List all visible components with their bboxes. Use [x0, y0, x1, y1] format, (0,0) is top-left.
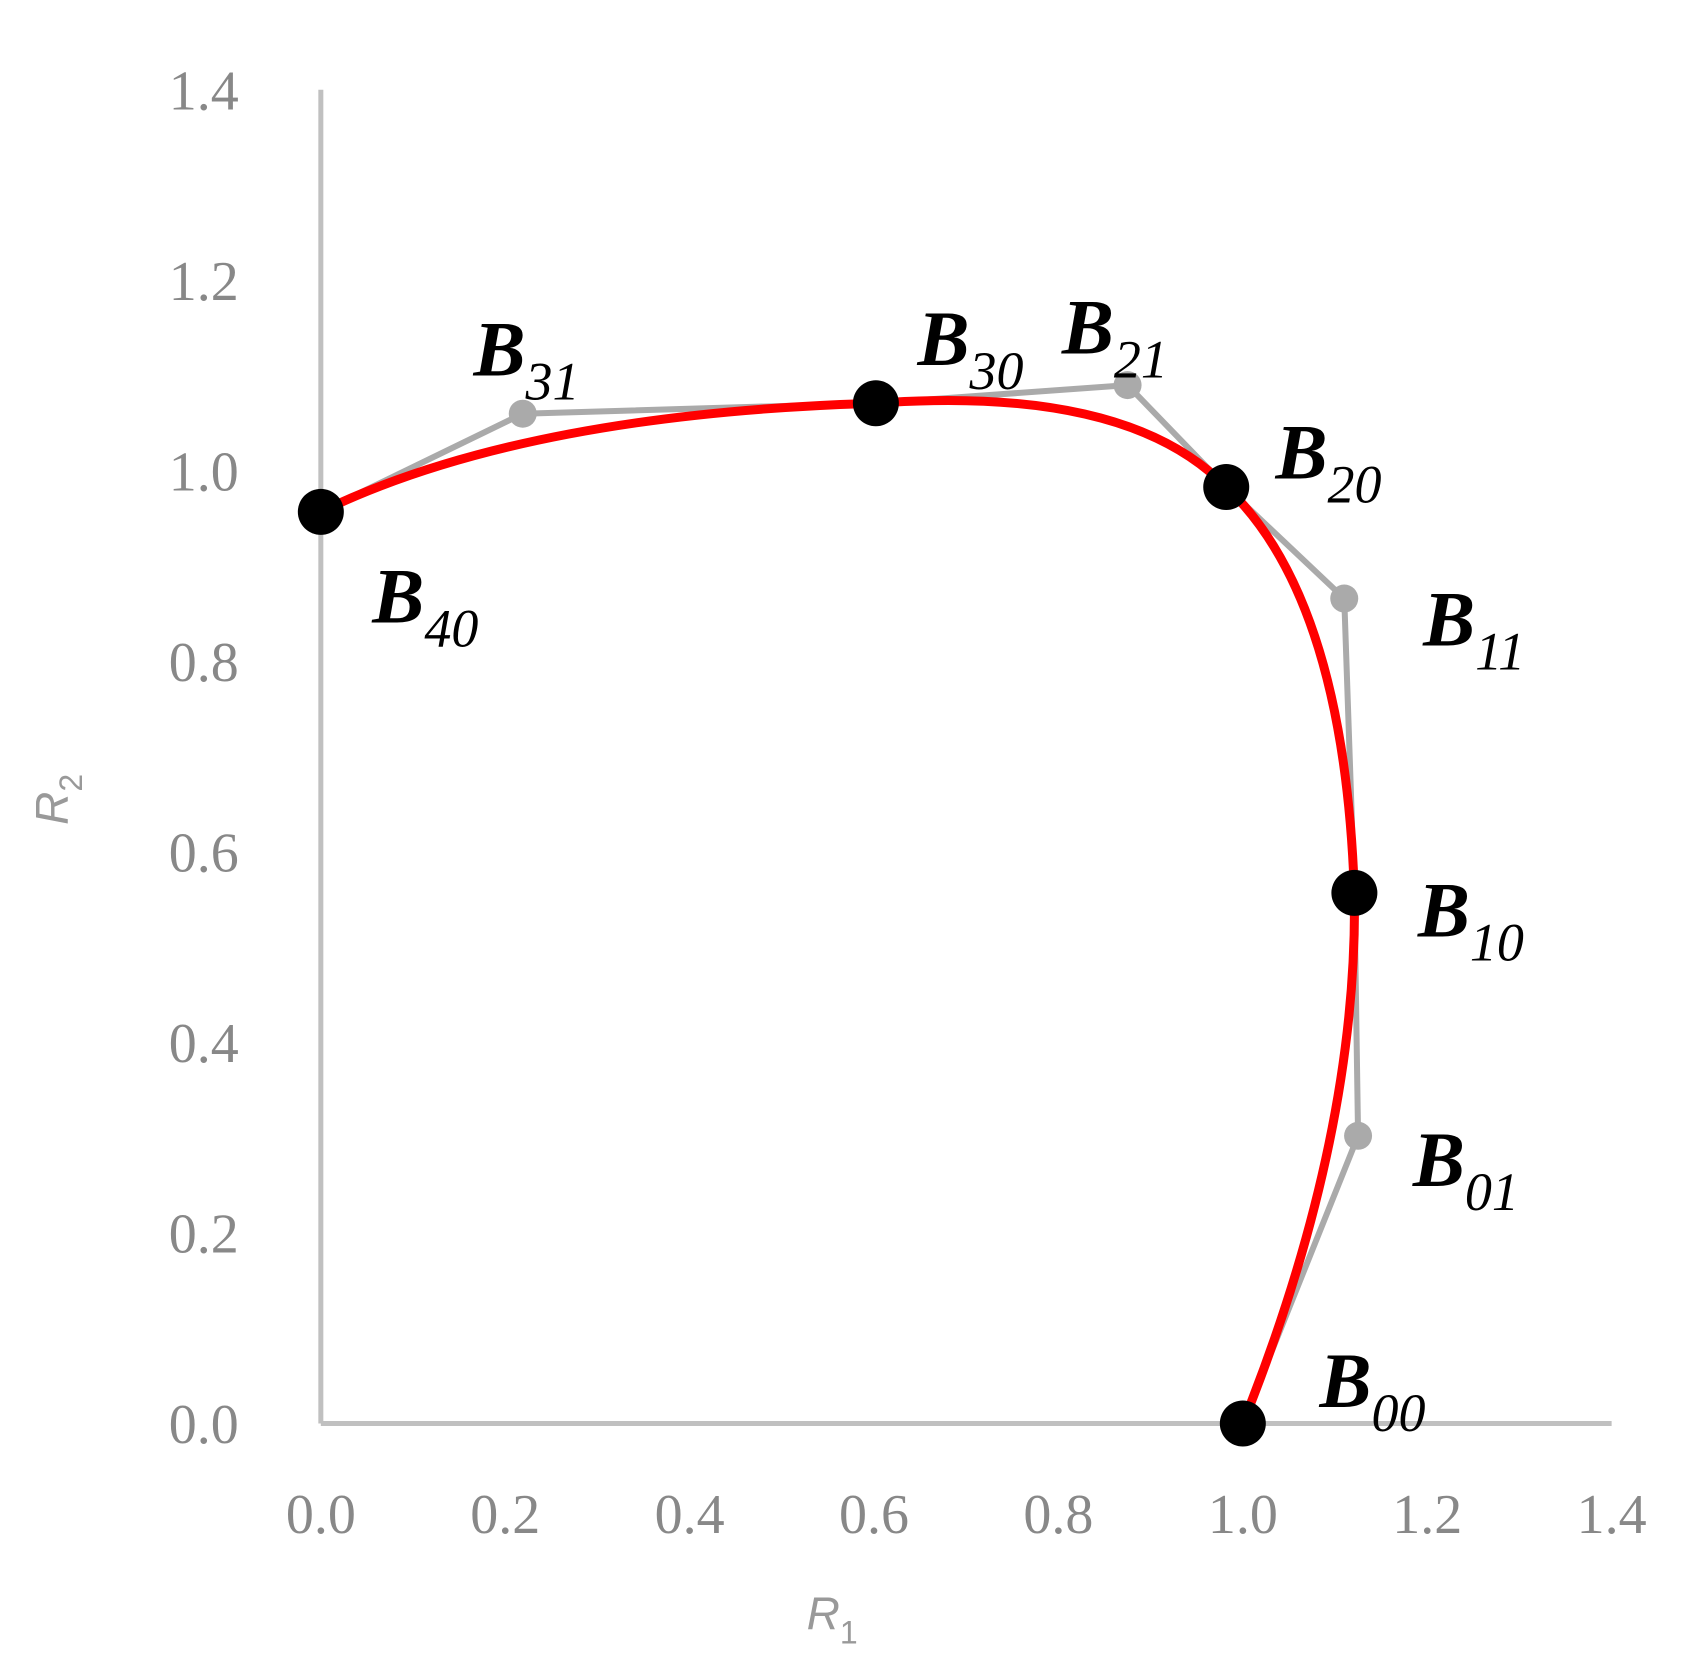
- point-label-sub: 31: [525, 351, 580, 411]
- control-point: [508, 399, 537, 428]
- y-tick-label: 0.4: [169, 1013, 239, 1075]
- y-tick-label: 0.6: [169, 823, 239, 885]
- point-label-main: B: [1318, 1337, 1371, 1424]
- point-label-sub: 11: [1475, 622, 1525, 682]
- curve-point: [1219, 1400, 1266, 1447]
- point-label: B21: [1061, 283, 1168, 389]
- curve-point: [297, 488, 344, 535]
- control-point: [1113, 371, 1142, 400]
- point-label: B40: [371, 552, 478, 658]
- curve-point: [852, 380, 899, 427]
- x-tick-label: 1.4: [1577, 1484, 1647, 1546]
- y-axis-title: R2: [26, 774, 89, 825]
- y-axis-title-sub: 2: [53, 774, 89, 792]
- point-label: B11: [1422, 576, 1525, 682]
- control-point: [1330, 584, 1359, 613]
- x-tick-label: 0.0: [286, 1484, 356, 1546]
- x-tick-label: 0.6: [839, 1484, 909, 1546]
- point-label-main: B: [371, 552, 424, 639]
- point-label: B20: [1275, 408, 1382, 514]
- point-label: B30: [916, 295, 1023, 401]
- bezier-curve: [318, 395, 1359, 1426]
- curve-point: [1331, 869, 1378, 916]
- x-tick-label: 0.2: [470, 1484, 540, 1546]
- point-label: B01: [1412, 1116, 1519, 1222]
- point-label-main: B: [472, 305, 525, 392]
- y-tick-label: 0.2: [169, 1204, 239, 1266]
- y-tick-label: 1.4: [169, 61, 239, 123]
- control-polygon: [319, 382, 1362, 1425]
- point-label-main: B: [1412, 1116, 1465, 1203]
- y-axis-title-main: R: [26, 792, 78, 825]
- y-tick-label: 1.0: [169, 442, 239, 504]
- point-label-sub: 00: [1372, 1383, 1426, 1443]
- point-label-main: B: [1417, 867, 1470, 954]
- point-label-sub: 10: [1470, 913, 1524, 973]
- x-axis-title-main: R: [807, 1587, 840, 1639]
- point-label-sub: 40: [424, 598, 478, 658]
- point-label-sub: 21: [1114, 329, 1168, 389]
- point-label: B00: [1318, 1337, 1425, 1443]
- point-label: B31: [472, 305, 579, 411]
- control-point: [1344, 1121, 1373, 1150]
- point-label-main: B: [1422, 576, 1475, 663]
- point-label-main: B: [916, 295, 969, 382]
- x-tick-label: 1.2: [1392, 1484, 1462, 1546]
- point-label-sub: 30: [969, 341, 1024, 401]
- point-label-main: B: [1275, 408, 1328, 495]
- x-tick-label: 0.4: [655, 1484, 725, 1546]
- point-label-main: B: [1061, 283, 1114, 370]
- y-tick-label: 0.0: [169, 1394, 239, 1456]
- x-axis-title: R1: [807, 1587, 858, 1650]
- point-label: B10: [1417, 867, 1524, 973]
- point-label-sub: 20: [1328, 454, 1382, 514]
- y-tick-label: 0.8: [169, 632, 239, 694]
- curve-point: [1203, 464, 1250, 511]
- x-tick-label: 1.0: [1208, 1484, 1278, 1546]
- point-label-sub: 01: [1465, 1162, 1519, 1222]
- x-tick-label: 0.8: [1023, 1484, 1093, 1546]
- x-axis-title-sub: 1: [840, 1614, 858, 1650]
- y-tick-label: 1.2: [169, 251, 239, 313]
